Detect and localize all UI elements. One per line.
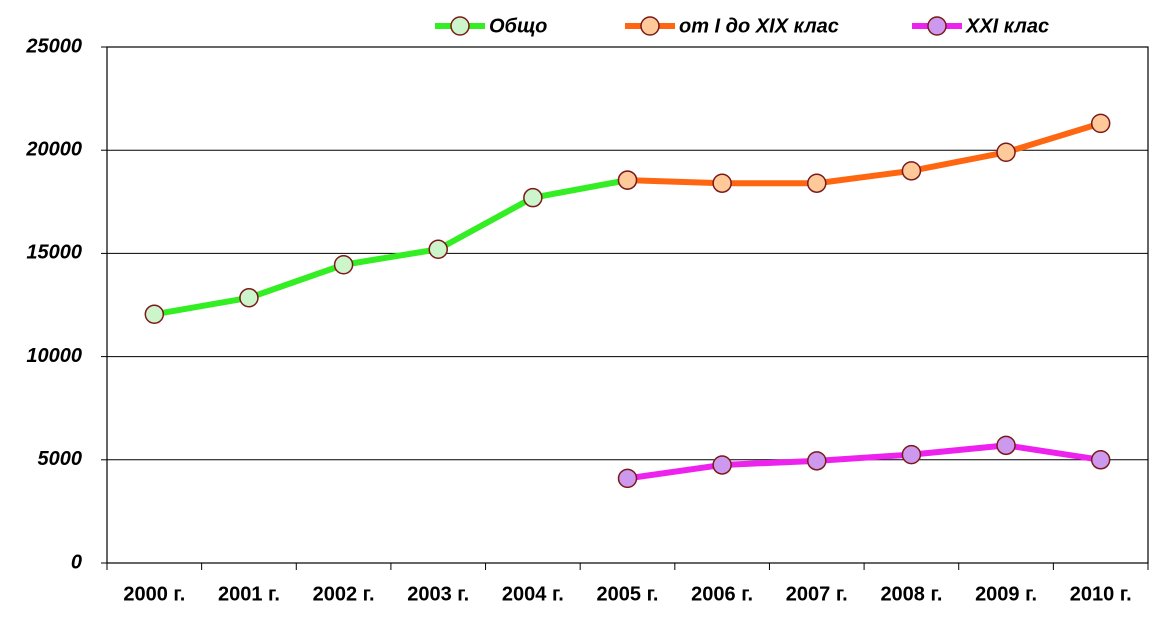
x-tick-label: 2001 г. <box>218 583 280 605</box>
point <box>807 451 827 471</box>
point <box>901 444 922 465</box>
point <box>617 468 638 489</box>
x-tick-label: 2003 г. <box>407 583 469 605</box>
y-tick-label: 5000 <box>38 448 83 470</box>
x-tick-label: 2004 г. <box>502 583 564 605</box>
x-tick-label: 2010 г. <box>1070 583 1132 605</box>
series-line <box>627 120 1102 187</box>
point <box>1090 113 1111 134</box>
legend-label: от I до XIX клас <box>679 15 839 37</box>
point <box>617 170 638 190</box>
point <box>996 435 1016 456</box>
point <box>807 173 827 193</box>
point <box>523 187 543 208</box>
series-line <box>153 177 629 318</box>
point <box>901 161 922 181</box>
legend-label: XXI клас <box>965 15 1049 37</box>
x-tick-label: 2000 г. <box>123 583 185 605</box>
x-tick-label: 2008 г. <box>880 583 942 605</box>
legend-marker <box>640 16 660 36</box>
y-tick-label: 15000 <box>26 242 82 264</box>
y-tick-label: 10000 <box>26 345 82 367</box>
x-tick-label: 2007 г. <box>786 583 848 605</box>
y-tick-label: 0 <box>71 551 82 573</box>
point <box>239 288 259 308</box>
legend-marker <box>450 16 470 36</box>
x-tick-label: 2005 г. <box>597 583 659 605</box>
point <box>428 239 448 260</box>
point <box>144 304 165 325</box>
point <box>996 142 1016 163</box>
plot-frame <box>106 46 1149 564</box>
x-tick-label: 2002 г. <box>313 583 375 605</box>
y-tick-label: 25000 <box>25 35 82 57</box>
point <box>1090 450 1111 470</box>
y-tick-label: 20000 <box>25 138 82 160</box>
legend-label: Общо <box>489 15 547 37</box>
point <box>333 255 354 275</box>
point <box>712 455 732 475</box>
x-tick-label: 2009 г. <box>975 583 1037 605</box>
series-line <box>627 442 1102 482</box>
point <box>712 173 732 193</box>
x-tick-label: 2006 г. <box>691 583 753 605</box>
legend-marker <box>927 16 947 36</box>
